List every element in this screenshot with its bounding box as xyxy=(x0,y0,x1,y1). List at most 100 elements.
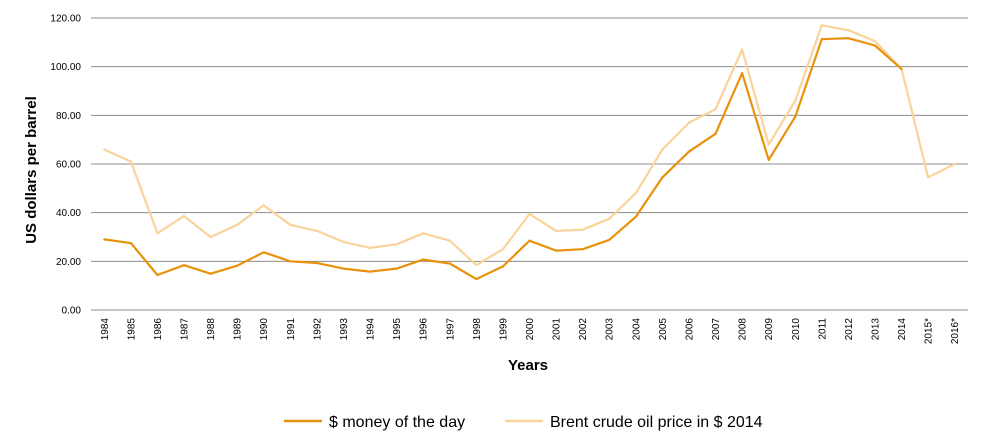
data-point xyxy=(395,267,398,270)
x-tick-label: 1995 xyxy=(392,318,403,341)
x-tick-label: 2011 xyxy=(817,318,828,340)
data-point xyxy=(182,264,186,267)
y-tick-label: 80.00 xyxy=(56,111,81,122)
data-point xyxy=(103,148,106,151)
data-point xyxy=(820,38,823,41)
data-point xyxy=(262,204,265,207)
x-tick-label: 2016* xyxy=(950,318,961,344)
data-point xyxy=(368,270,372,273)
data-point xyxy=(608,217,611,220)
x-axis-ticks: 1984 1985 1986 1987 1988 1989 1990 1991 1992 1993… xyxy=(100,318,961,345)
x-tick-label: 2010 xyxy=(791,318,802,341)
x-tick-label: 1987 xyxy=(180,318,191,341)
x-tick-label: 2003 xyxy=(605,318,616,341)
x-tick-label: 1992 xyxy=(312,318,323,341)
data-point xyxy=(794,99,797,102)
x-tick-label: 1997 xyxy=(445,318,456,341)
x-tick-label: 1990 xyxy=(259,318,270,341)
data-point xyxy=(581,228,584,231)
data-point xyxy=(448,262,451,265)
data-point xyxy=(661,176,664,179)
y-tick-label: 60.00 xyxy=(56,160,81,171)
data-point xyxy=(289,223,292,226)
data-point xyxy=(794,115,797,118)
data-point xyxy=(501,248,505,251)
data-point xyxy=(342,267,345,270)
x-tick-label: 1988 xyxy=(206,318,217,341)
x-tick-label: 1999 xyxy=(498,318,509,341)
x-tick-label: 2009 xyxy=(764,318,775,341)
data-point xyxy=(528,212,531,215)
data-point xyxy=(554,229,558,233)
data-point xyxy=(315,229,318,233)
x-tick-label: 2014 xyxy=(897,318,908,341)
x-tick-label: 2004 xyxy=(631,318,642,341)
data-point xyxy=(501,265,505,268)
data-point xyxy=(368,246,372,250)
y-tick-label: 100.00 xyxy=(50,62,81,73)
y-tick-label: 40.00 xyxy=(56,208,81,219)
data-point xyxy=(927,176,930,179)
y-tick-label: 120.00 xyxy=(50,14,81,25)
x-tick-label: 2005 xyxy=(658,318,669,341)
data-point xyxy=(847,29,850,32)
data-point xyxy=(714,108,717,111)
y-axis-label: US dollars per barrel xyxy=(23,96,40,244)
y-axis-ticks: 0.00 20.00 40.00 60.00 80.00 100.00 120.00 xyxy=(50,14,81,317)
gridlines xyxy=(91,17,968,311)
data-point xyxy=(554,249,558,252)
data-point xyxy=(448,239,451,242)
data-point xyxy=(634,192,637,195)
x-tick-label: 2008 xyxy=(738,318,749,341)
x-tick-label: 2012 xyxy=(844,318,855,341)
data-point xyxy=(687,121,691,124)
series-line-1 xyxy=(103,24,956,267)
x-tick-label: 2006 xyxy=(684,318,695,341)
legend-label-1: Brent crude oil price in $ 2014 xyxy=(550,414,763,431)
data-point xyxy=(873,44,877,47)
data-point xyxy=(422,232,425,235)
x-tick-label: 2002 xyxy=(578,318,589,341)
x-tick-label: 1998 xyxy=(472,318,483,341)
data-point xyxy=(581,248,584,251)
data-point xyxy=(182,214,186,218)
data-point xyxy=(422,258,425,261)
y-tick-label: 20.00 xyxy=(56,257,81,268)
data-point xyxy=(315,261,318,265)
data-point xyxy=(342,240,345,243)
x-tick-label: 1994 xyxy=(366,318,377,341)
data-point xyxy=(873,40,877,43)
x-tick-label: 2007 xyxy=(711,318,722,341)
x-tick-label: 1996 xyxy=(419,318,430,341)
data-point xyxy=(687,150,691,153)
data-point xyxy=(156,273,159,277)
data-point xyxy=(900,68,903,71)
data-point xyxy=(236,264,239,267)
legend-label-0: $ money of the day xyxy=(329,414,465,431)
legend: $ money of the day Brent crude oil price … xyxy=(284,414,763,431)
data-point xyxy=(236,223,239,226)
data-point xyxy=(608,238,611,242)
data-point xyxy=(661,148,664,151)
data-point xyxy=(209,272,212,275)
series-lines xyxy=(103,24,956,281)
data-point xyxy=(262,251,265,254)
y-tick-label: 0.00 xyxy=(62,306,82,317)
data-point xyxy=(741,72,744,75)
data-point xyxy=(156,232,159,235)
data-point xyxy=(847,37,850,40)
data-point xyxy=(129,160,132,163)
data-point xyxy=(953,162,956,166)
x-tick-label: 2013 xyxy=(870,318,881,341)
data-point xyxy=(129,241,132,245)
x-axis-label: Years xyxy=(508,357,548,374)
data-point xyxy=(103,238,106,241)
data-point xyxy=(634,215,637,218)
data-point xyxy=(475,263,478,267)
data-point xyxy=(289,260,292,263)
x-tick-label: 2000 xyxy=(525,318,536,341)
data-point xyxy=(741,48,744,51)
data-point xyxy=(820,24,823,27)
data-point xyxy=(714,132,717,135)
